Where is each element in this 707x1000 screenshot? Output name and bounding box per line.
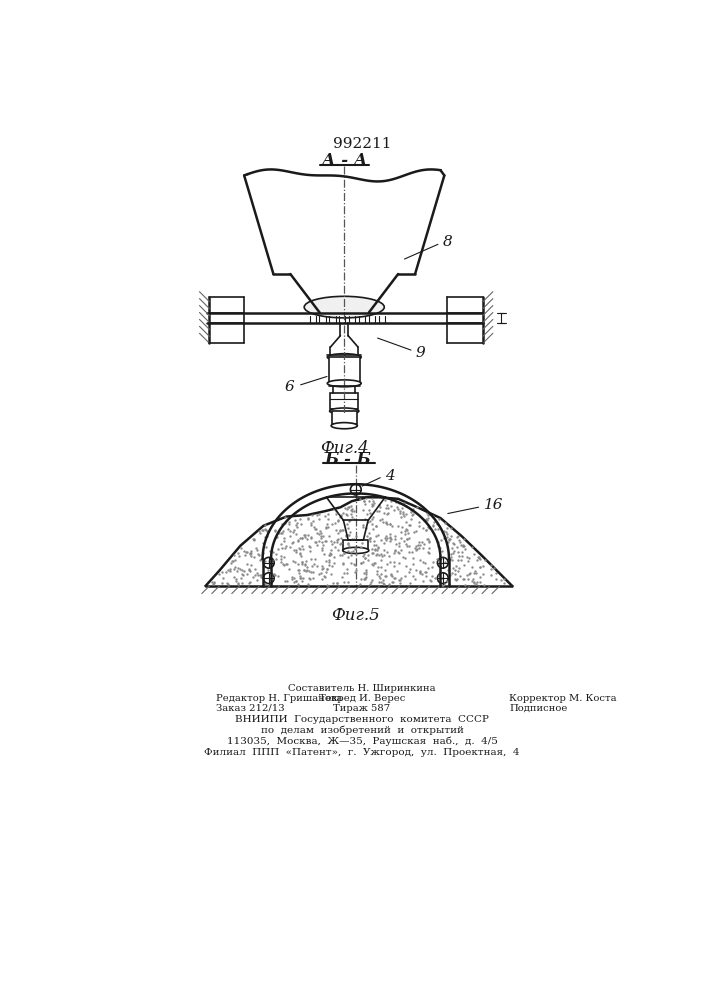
Text: Заказ 212/13: Заказ 212/13 — [216, 704, 284, 713]
Ellipse shape — [327, 354, 361, 361]
Text: Корректор М. Коста: Корректор М. Коста — [509, 694, 617, 703]
Bar — [330, 393, 358, 409]
Circle shape — [264, 573, 274, 584]
Text: 9: 9 — [416, 346, 426, 360]
Circle shape — [351, 484, 361, 495]
Text: 6: 6 — [284, 380, 294, 394]
Text: Редактор Н. Гришанова: Редактор Н. Гришанова — [216, 694, 342, 703]
Text: Фиг.5: Фиг.5 — [332, 607, 380, 624]
Ellipse shape — [343, 547, 369, 554]
Bar — [329, 357, 360, 382]
Ellipse shape — [304, 296, 385, 318]
Circle shape — [264, 557, 274, 568]
Bar — [332, 411, 356, 424]
Text: Филиал  ППП  «Патент»,  г.  Ужгород,  ул.  Проектная,  4: Филиал ППП «Патент», г. Ужгород, ул. Про… — [204, 748, 520, 757]
Text: по  делам  изобретений  и  открытий: по делам изобретений и открытий — [260, 726, 463, 735]
Text: Подписное: Подписное — [509, 704, 568, 713]
Text: 16: 16 — [484, 498, 503, 512]
Text: Техред И. Верес: Техред И. Верес — [319, 694, 405, 703]
Text: Б - Б: Б - Б — [325, 451, 372, 468]
Text: А - А: А - А — [322, 152, 367, 169]
Ellipse shape — [329, 408, 359, 414]
Text: Фиг.4: Фиг.4 — [320, 440, 368, 457]
Text: 4: 4 — [385, 469, 395, 483]
Text: 8: 8 — [443, 235, 452, 249]
Text: ВНИИПИ  Государственного  комитета  СССР: ВНИИПИ Государственного комитета СССР — [235, 715, 489, 724]
Circle shape — [438, 573, 448, 584]
Text: 113035,  Москва,  Ж—35,  Раушская  наб.,  д.  4/5: 113035, Москва, Ж—35, Раушская наб., д. … — [226, 737, 498, 746]
Text: Тираж 587: Тираж 587 — [334, 704, 390, 713]
Text: 992211: 992211 — [333, 137, 391, 151]
Ellipse shape — [331, 423, 357, 429]
Text: Составитель Н. Ширинкина: Составитель Н. Ширинкина — [288, 684, 436, 693]
Ellipse shape — [327, 380, 361, 387]
Bar — [344, 540, 368, 550]
Circle shape — [438, 557, 448, 568]
